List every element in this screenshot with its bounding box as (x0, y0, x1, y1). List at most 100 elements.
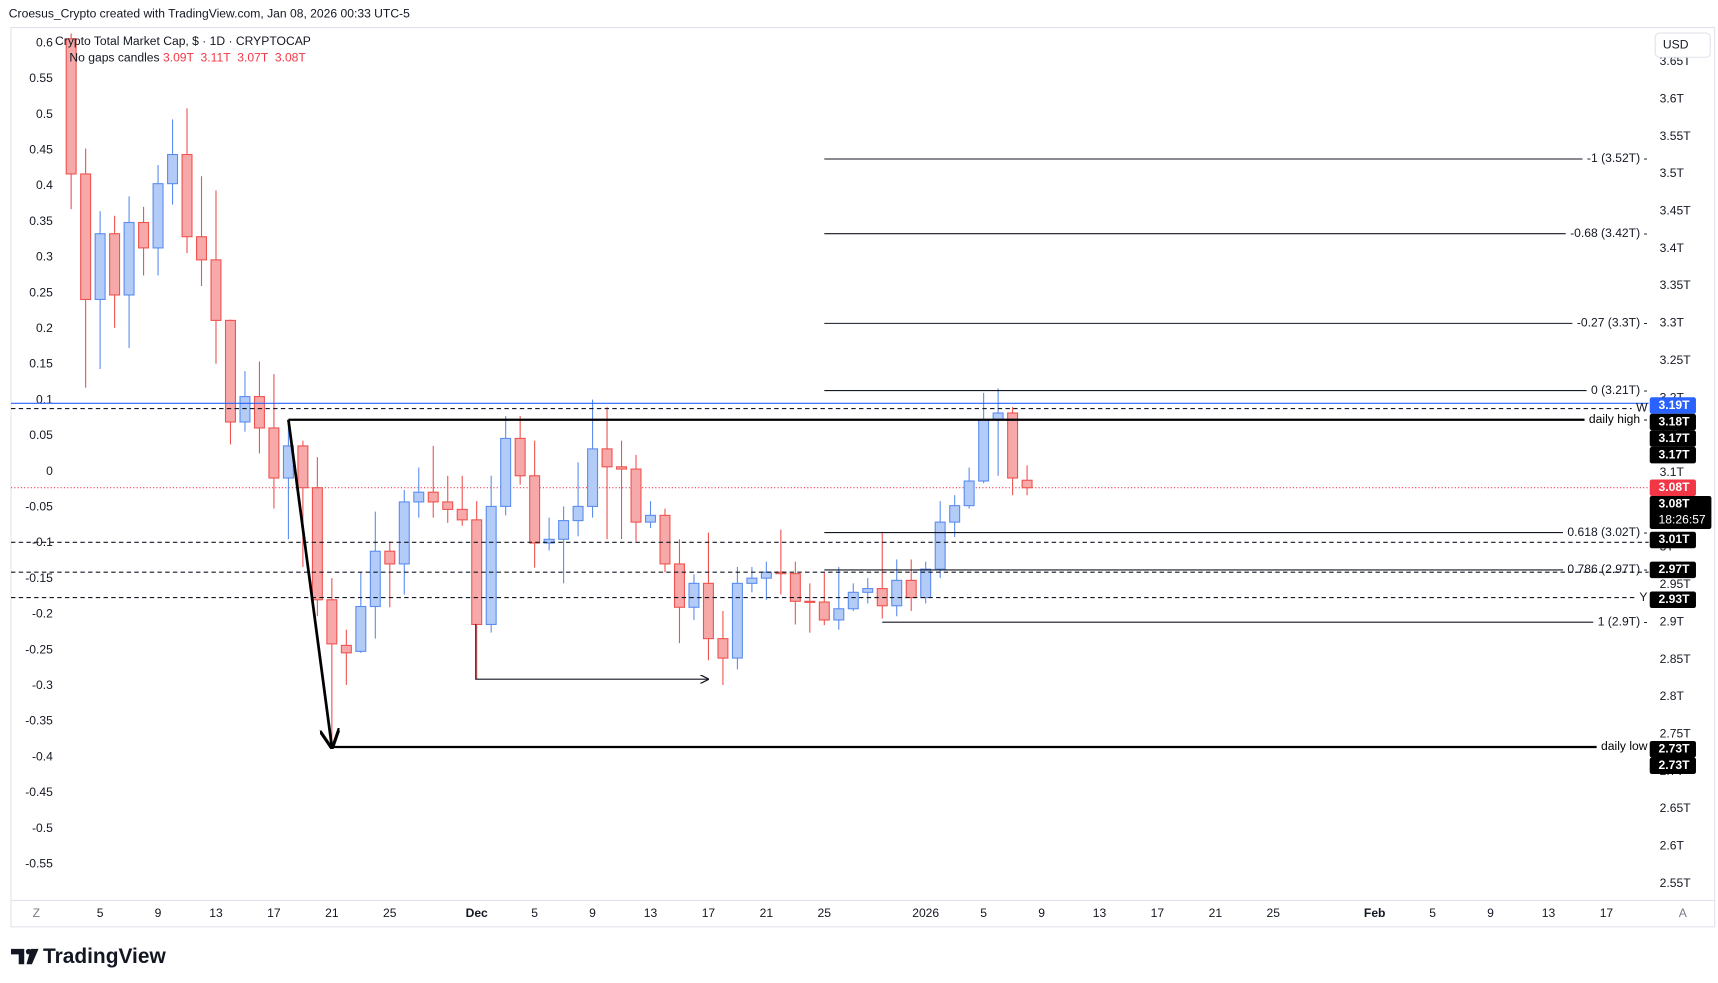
price-badge (1649, 413, 1696, 431)
candle-body (702, 582, 714, 640)
y2-tick-label: 0.45 (29, 143, 53, 157)
x-tick-label: 21 (1209, 906, 1223, 920)
candle-body (384, 550, 396, 565)
logo-dot (25, 948, 32, 955)
currency-button[interactable] (1654, 32, 1711, 58)
candle-body (587, 448, 599, 507)
candle-body (500, 437, 512, 507)
candle-body (514, 437, 526, 477)
x-tick-label: Dec (466, 906, 488, 920)
candle-body (717, 638, 729, 659)
candle-body (905, 579, 917, 599)
candle-body (167, 153, 179, 185)
x-tick-label: 5 (97, 906, 104, 920)
candle-body (920, 568, 932, 599)
price-badge-label: 2.93T (1659, 592, 1691, 606)
y2-tick-label: -0.2 (32, 607, 53, 621)
level-label: 0 (3.21T) - (1591, 383, 1648, 397)
candle-body (181, 153, 193, 238)
ohlc-legend: 3.09T 3.11T 3.07T 3.08T (163, 51, 306, 65)
candle-body (543, 538, 555, 544)
price-badge (1649, 430, 1696, 447)
x-tick-label: 9 (589, 906, 596, 920)
price-badge-label: 3.19T (1659, 398, 1691, 412)
x-tick-label: 25 (383, 906, 397, 920)
y2-tick-label: 0.4 (36, 178, 53, 192)
price-badge-label: 3.01T (1659, 532, 1691, 546)
candle-body (630, 468, 642, 523)
y-tick-label: 3.55T (1660, 129, 1692, 143)
y-tick-label: 2.85T (1660, 652, 1692, 666)
price-badge (1649, 531, 1696, 549)
candle-body (616, 466, 628, 470)
price-badge (1649, 397, 1696, 414)
x-tick-label: 21 (760, 906, 774, 920)
level-label: -0.27 (3.3T) - (1577, 316, 1648, 330)
price-badge-label: 3.17T (1659, 447, 1691, 461)
candle-body (311, 487, 323, 601)
candle-body (1021, 479, 1033, 489)
price-badge (1649, 740, 1696, 758)
candle-body (659, 514, 671, 565)
x-tick-label: 13 (1542, 906, 1556, 920)
candle-mode: No gaps candles (69, 51, 159, 65)
y2-tick-label: 0 (46, 464, 53, 478)
y-tick-label: 3.1T (1660, 465, 1685, 479)
candle-body (398, 501, 410, 565)
price-badge-label: 2.73T (1659, 758, 1691, 772)
y2-tick-label: 0.2 (36, 321, 53, 335)
x-tick-label: 5 (531, 906, 538, 920)
x-tick-label: 17 (267, 906, 281, 920)
overlay: -1 (3.52T) - -0.68 (3.42T) - -0.27 (3.3T) … (11, 151, 1712, 774)
x-tick-label: 21 (325, 906, 339, 920)
price-badge-label: 2.73T (1659, 741, 1691, 755)
y-tick-label: 3.6T (1660, 91, 1685, 105)
candle-body (963, 480, 975, 507)
candle-body (1007, 412, 1019, 479)
x-tick-label: 25 (1267, 906, 1281, 920)
price-badge (1649, 591, 1696, 609)
candle-body (80, 173, 92, 301)
candle-body (949, 505, 961, 523)
level-label: -1 (3.52T) - (1587, 151, 1648, 165)
brand-name: TradingView (43, 945, 167, 968)
trend-arrow (287, 419, 331, 747)
y-tick-label: 3.45T (1660, 204, 1692, 218)
x-tick-label: 9 (1487, 906, 1494, 920)
candle-body (413, 491, 425, 503)
y2-tick-label: -0.45 (25, 785, 53, 799)
y2-tick-label: 0.15 (29, 357, 53, 371)
candle-body (775, 571, 787, 575)
candle-body (558, 520, 570, 540)
x-tick-label: 17 (702, 906, 716, 920)
axis-icon-right[interactable]: A (1679, 906, 1688, 920)
candle-body (934, 521, 946, 570)
y2-tick-label: 0.05 (29, 428, 53, 442)
candle-body (601, 448, 613, 468)
candle-body (673, 563, 685, 608)
y2-tick-label: -0.05 (25, 500, 53, 514)
x-tick-label: 5 (1429, 906, 1436, 920)
y-tick-label: 2.6T (1660, 839, 1685, 853)
y-tick-label: 2.75T (1660, 726, 1692, 740)
y2-tick-label: -0.25 (25, 642, 53, 656)
level-label: Y (1639, 590, 1647, 604)
candle-body (891, 579, 903, 607)
currency-label[interactable]: USD (1663, 37, 1689, 51)
candle-body (138, 221, 150, 249)
candle-body (760, 571, 772, 579)
x-tick-label: 13 (1093, 906, 1107, 920)
candle-body (442, 501, 454, 510)
y-tick-label: 3.25T (1660, 353, 1692, 367)
candle-body (978, 419, 990, 482)
y-tick-label: 3.3T (1660, 316, 1685, 330)
y2-tick-label: -0.4 (32, 749, 53, 763)
axis-icon-left[interactable]: Z (33, 906, 41, 920)
candle-body (152, 183, 164, 249)
candle-body (94, 233, 106, 301)
candle-body (297, 445, 309, 489)
ohlc-value: 3.07T (237, 51, 269, 65)
level-label: W (1636, 401, 1648, 415)
candle-body (529, 475, 541, 544)
